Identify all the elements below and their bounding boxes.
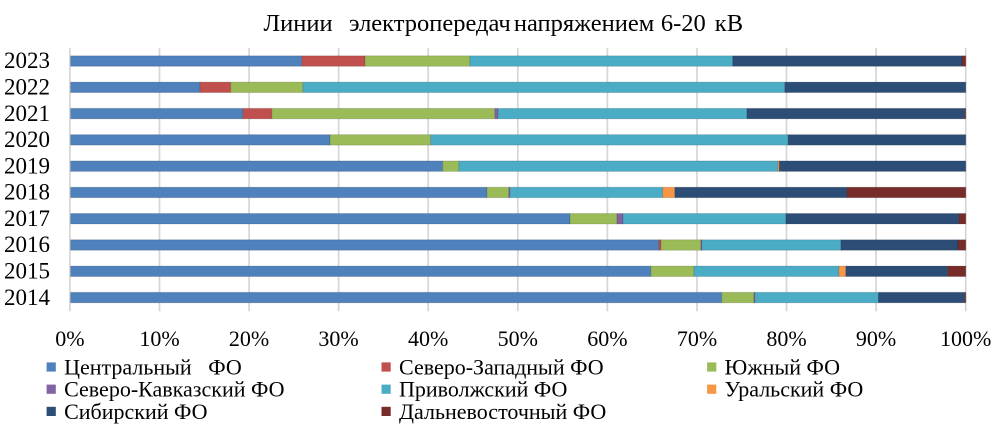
svg-text:100%: 100%	[940, 326, 991, 351]
svg-text:60%: 60%	[587, 326, 627, 351]
svg-text:2023: 2023	[4, 48, 50, 73]
svg-text:90%: 90%	[856, 326, 896, 351]
svg-text:2014: 2014	[4, 285, 51, 310]
svg-text:2019: 2019	[4, 153, 50, 178]
svg-text:2017: 2017	[4, 206, 50, 231]
svg-text:2018: 2018	[4, 180, 50, 205]
svg-text:40%: 40%	[408, 326, 448, 351]
svg-text:2015: 2015	[4, 259, 50, 284]
svg-text:Приволжский ФО: Приволжский ФО	[399, 377, 567, 402]
svg-text:Южный ФО: Южный ФО	[725, 354, 840, 379]
svg-text:Дальневосточный ФО: Дальневосточный ФО	[399, 399, 606, 424]
svg-text:30%: 30%	[318, 326, 358, 351]
svg-text:50%: 50%	[498, 326, 538, 351]
svg-text:Северо-Кавказский ФО: Северо-Кавказский ФО	[64, 377, 284, 402]
svg-text:20%: 20%	[229, 326, 269, 351]
svg-text:Уральский ФО: Уральский ФО	[725, 377, 864, 402]
svg-text:2016: 2016	[4, 232, 50, 257]
svg-text:2021: 2021	[4, 101, 50, 126]
svg-text:Сибирский ФО: Сибирский ФО	[64, 399, 207, 424]
svg-text:80%: 80%	[766, 326, 806, 351]
svg-text:0%: 0%	[55, 326, 84, 351]
svg-text:2022: 2022	[4, 75, 50, 100]
svg-text:10%: 10%	[139, 326, 179, 351]
svg-text:Центральный ФО: Центральный ФО	[64, 354, 242, 379]
svg-text:70%: 70%	[677, 326, 717, 351]
svg-text:Северо-Западный ФО: Северо-Западный ФО	[399, 354, 604, 379]
svg-text:2020: 2020	[4, 127, 50, 152]
